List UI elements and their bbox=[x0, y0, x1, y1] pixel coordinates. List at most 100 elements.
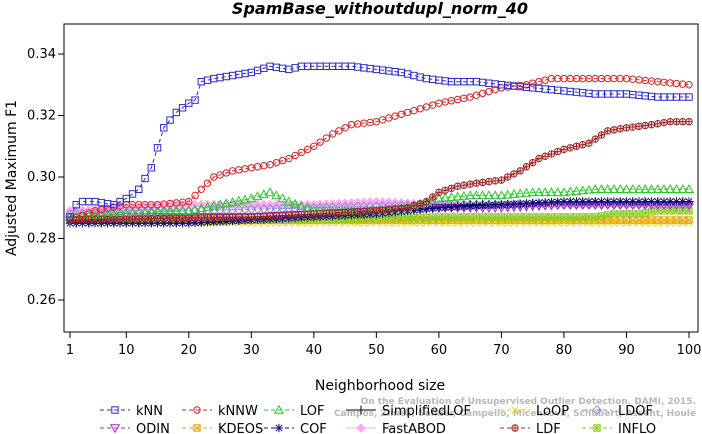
series-point-inflo bbox=[478, 213, 487, 221]
series-point-ldf bbox=[654, 120, 662, 128]
series-point-knnw bbox=[310, 142, 318, 150]
series-point-lof bbox=[271, 190, 282, 200]
series-point-cof bbox=[659, 197, 669, 206]
series-point-ldf bbox=[210, 213, 218, 222]
series-point-inflo bbox=[553, 213, 562, 221]
x-axis-label: Neighborhood size bbox=[315, 378, 445, 394]
series-point-ldf bbox=[222, 213, 231, 222]
plot-frame bbox=[63, 23, 699, 333]
x-tick-label: 80 bbox=[556, 343, 573, 358]
series-point-ldf bbox=[629, 123, 637, 131]
series-point-cof bbox=[584, 197, 594, 206]
series-knnw bbox=[66, 74, 693, 224]
series-point-ldf bbox=[553, 147, 562, 156]
series-point-inflo bbox=[460, 213, 468, 221]
series-point-inflo bbox=[403, 214, 412, 222]
series-point-cof bbox=[453, 202, 462, 212]
series-point-ldf bbox=[672, 117, 681, 126]
series-point-ldf bbox=[85, 216, 93, 224]
series-point-inflo bbox=[522, 213, 531, 221]
series-point-cof bbox=[484, 201, 494, 210]
series-ldf bbox=[66, 117, 693, 224]
series-point-inflo bbox=[447, 213, 456, 221]
series-point-ldf bbox=[316, 209, 324, 218]
series-point-ldf bbox=[91, 215, 99, 224]
series-point-lof bbox=[583, 184, 595, 194]
series-point-inflo bbox=[572, 213, 581, 221]
series-point-cof bbox=[203, 218, 212, 227]
series-point-inflo bbox=[541, 213, 549, 221]
series-point-ldf bbox=[610, 126, 618, 134]
series-point-lof bbox=[471, 190, 482, 200]
series-point-inflo bbox=[635, 210, 643, 218]
series-point-cof bbox=[159, 218, 168, 228]
series-point-lof bbox=[633, 184, 645, 193]
series-point-lof bbox=[208, 200, 219, 210]
series-point-ldf bbox=[103, 215, 112, 224]
series-point-ldf bbox=[679, 117, 687, 126]
legend-item-fastabod: FastABOD bbox=[346, 422, 446, 434]
series-point-lof bbox=[452, 191, 463, 201]
series-point-ldf bbox=[516, 167, 524, 175]
series-point-ldf bbox=[228, 213, 237, 221]
series-point-inflo bbox=[579, 213, 587, 221]
legend-marker bbox=[356, 423, 366, 433]
legend-marker bbox=[109, 424, 121, 434]
series-point-lof bbox=[433, 193, 444, 203]
series-point-ldf bbox=[141, 215, 149, 223]
series-point-lof bbox=[646, 184, 657, 193]
series-point-lof bbox=[177, 205, 188, 215]
series-point-inflo bbox=[453, 213, 462, 221]
series-point-ldf bbox=[372, 207, 381, 215]
series-point-ldf bbox=[491, 177, 499, 185]
legend-item-simplifiedlof: SimplifiedLOF bbox=[346, 404, 471, 419]
series-point-lof bbox=[446, 192, 457, 201]
watermark-line2: On the Evaluation of Unsupervised Outlie… bbox=[361, 397, 696, 407]
series-point-cof bbox=[147, 218, 156, 228]
series-point-cof bbox=[641, 197, 650, 206]
series-point-inflo bbox=[491, 213, 499, 221]
series-point-lof bbox=[521, 187, 532, 197]
series-point-inflo bbox=[566, 213, 574, 221]
series-point-knnw bbox=[397, 110, 406, 118]
series-point-lof bbox=[515, 188, 526, 198]
legend-item-ldof: LDOF bbox=[582, 404, 653, 419]
series-point-knn bbox=[166, 116, 174, 124]
series-point-knn bbox=[685, 93, 693, 101]
series-point-cof bbox=[478, 201, 487, 210]
x-axis: 1 10 20 30 40 50 60 70 80 90 100 bbox=[66, 332, 701, 358]
series-point-lof bbox=[627, 184, 638, 193]
series-point-ldf bbox=[253, 212, 262, 221]
series-point-knn bbox=[416, 73, 424, 81]
legend-item-lof: LOF bbox=[264, 404, 325, 419]
series-point-inflo bbox=[422, 213, 431, 221]
series-point-knnw bbox=[316, 138, 324, 146]
series-point-ldf bbox=[122, 215, 130, 223]
series-point-cof bbox=[609, 197, 619, 206]
x-tick-label: 70 bbox=[493, 343, 510, 358]
series-point-cof bbox=[465, 202, 475, 211]
legend: kNN kNNW LOF SimplifiedLOF LoOP LDOF ODIN KDEOS… bbox=[100, 404, 656, 434]
legend-marker bbox=[511, 406, 519, 414]
series-point-lof bbox=[196, 203, 207, 213]
series-point-inflo bbox=[466, 213, 474, 221]
series-point-lof bbox=[202, 201, 213, 211]
series-point-ldf bbox=[528, 158, 537, 167]
legend-item-cof: COF bbox=[264, 422, 327, 434]
series-point-knnw bbox=[341, 124, 349, 132]
chart-title: SpamBase_withoutdupl_norm_40 bbox=[232, 0, 528, 18]
series-point-ldf bbox=[435, 188, 443, 197]
series-point-knnw bbox=[328, 130, 337, 138]
series-point-ldf bbox=[472, 179, 481, 187]
series-point-knn bbox=[178, 104, 187, 112]
x-tick-label: 60 bbox=[431, 343, 448, 358]
series-point-lof bbox=[602, 184, 613, 193]
series-point-inflo bbox=[516, 213, 524, 221]
series-point-ldf bbox=[385, 205, 393, 214]
series-point-cof bbox=[553, 197, 562, 207]
series-point-knn bbox=[410, 71, 418, 80]
series-point-cof bbox=[209, 217, 219, 227]
legend-label: COF bbox=[300, 422, 327, 434]
series-point-cof bbox=[603, 197, 612, 206]
series-point-inflo bbox=[441, 213, 449, 221]
